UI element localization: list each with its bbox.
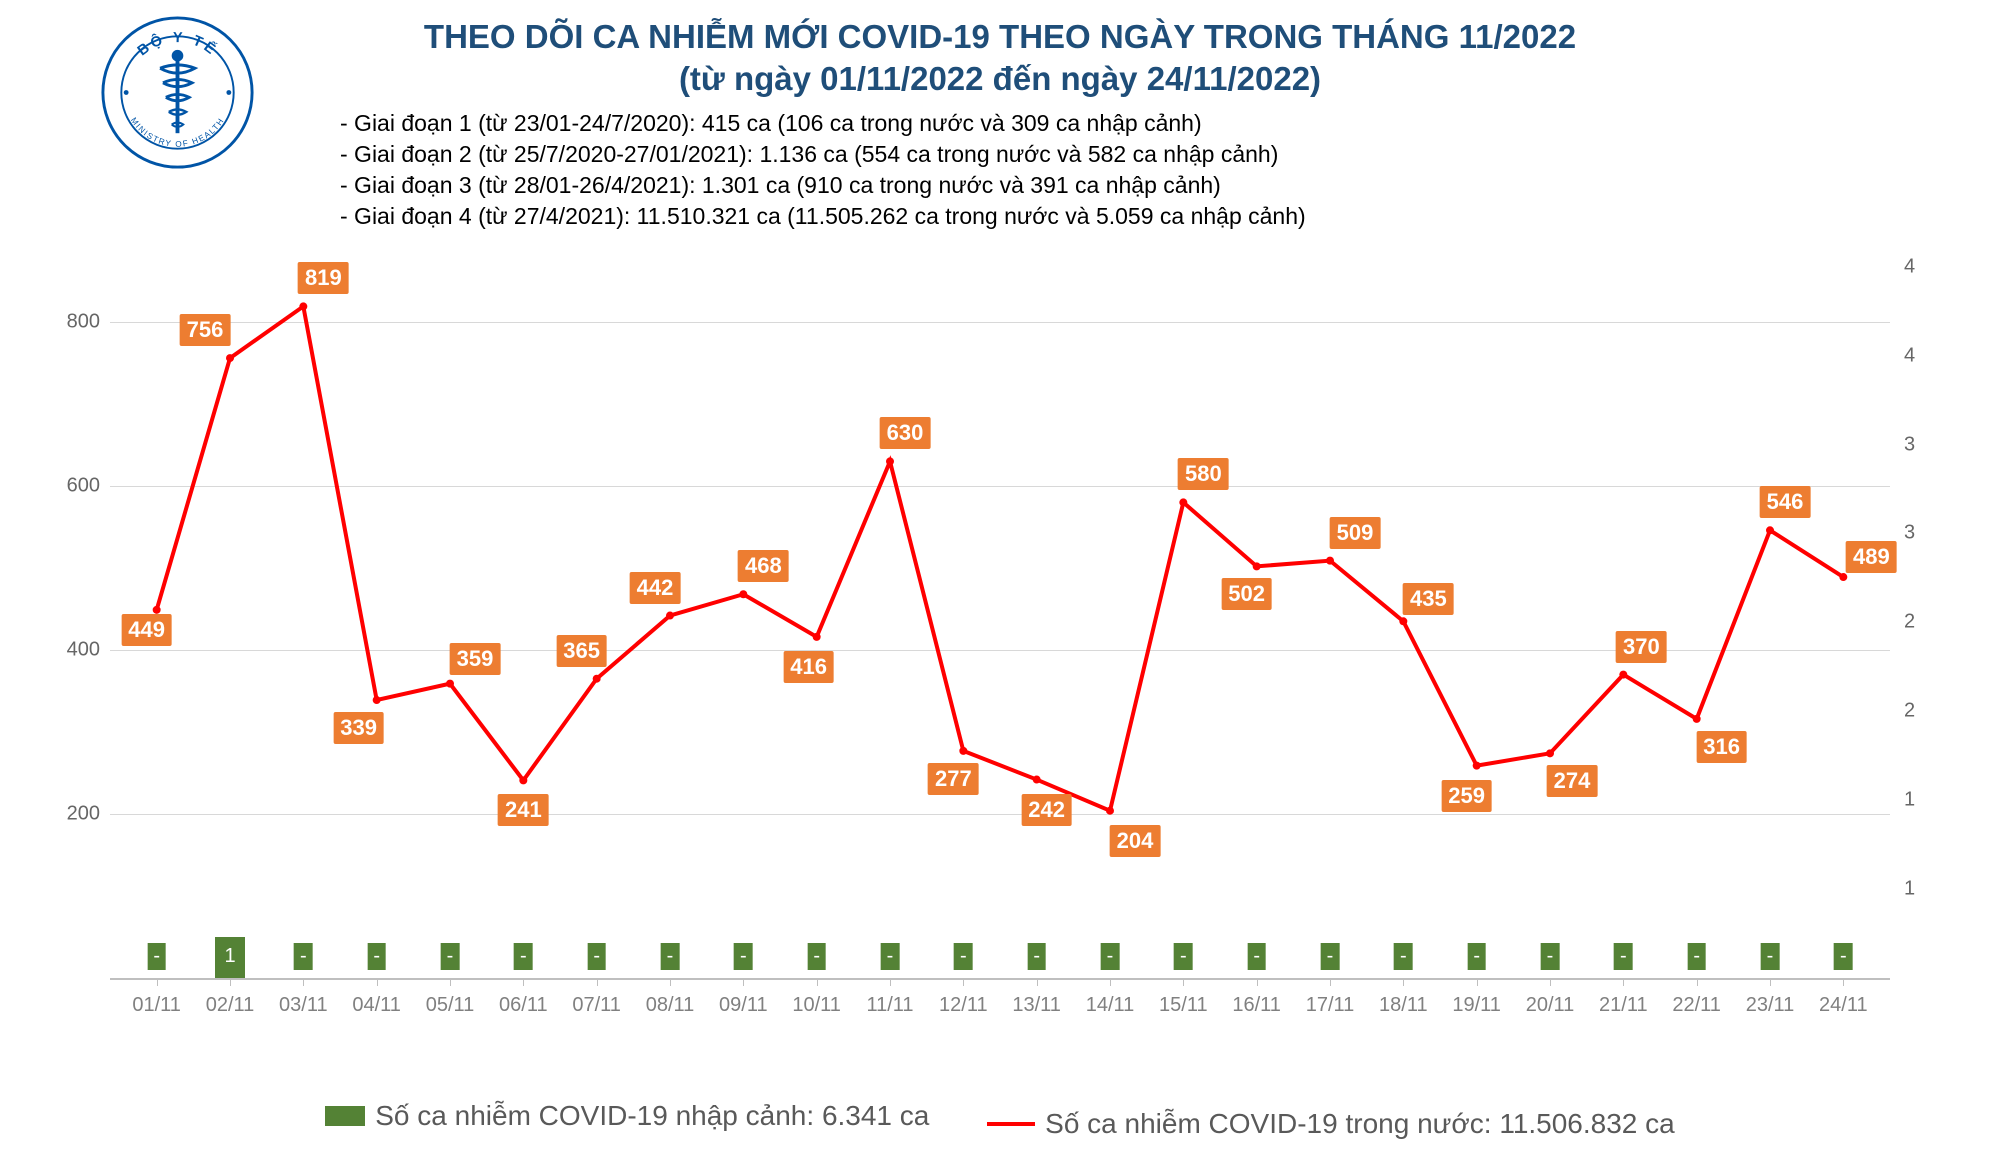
- line-value-label: 489: [1846, 541, 1897, 573]
- plot-area: 2004006008001122334401/1102/1103/1104/11…: [110, 240, 1890, 1032]
- line-value-label: 359: [450, 643, 501, 675]
- y-tick-right: 4: [1904, 255, 1915, 278]
- line-marker: [1473, 762, 1481, 770]
- y-tick-right: 2: [1904, 611, 1915, 634]
- line-marker: [1033, 776, 1041, 784]
- line-value-label: 509: [1330, 517, 1381, 549]
- line-marker: [959, 747, 967, 755]
- line-marker: [373, 696, 381, 704]
- legend-bar-label: Số ca nhiễm COVID-19 nhập cảnh: 6.341 ca: [375, 1100, 929, 1132]
- y-tick-left: 200: [30, 803, 100, 826]
- y-tick-left: 600: [30, 475, 100, 498]
- line-marker: [593, 675, 601, 683]
- line-marker: [519, 776, 527, 784]
- y-tick-right: 2: [1904, 700, 1915, 723]
- y-tick-right: 4: [1904, 344, 1915, 367]
- y-tick-right: 3: [1904, 433, 1915, 456]
- line-path: [157, 306, 1844, 810]
- line-marker: [666, 612, 674, 620]
- legend: Số ca nhiễm COVID-19 nhập cảnh: 6.341 ca…: [0, 1100, 2000, 1140]
- title-line1: THEO DÕI CA NHIỄM MỚI COVID-19 THEO NGÀY…: [0, 18, 2000, 56]
- line-value-label: 242: [1021, 794, 1072, 826]
- line-value-label: 449: [121, 614, 172, 646]
- y-tick-left: 800: [30, 311, 100, 334]
- line-value-label: 580: [1178, 458, 1229, 490]
- line-value-label: 435: [1403, 583, 1454, 615]
- line-value-label: 442: [630, 572, 681, 604]
- line-value-label: 259: [1441, 780, 1492, 812]
- line-marker: [1546, 749, 1554, 757]
- chart-container: BỘ Y TẾ MINISTRY OF HEALTH THEO DÕI CA N…: [0, 0, 2000, 1152]
- subtitle-line: - Giai đoạn 2 (từ 25/7/2020-27/01/2021):…: [340, 139, 1940, 170]
- line-marker: [1179, 498, 1187, 506]
- line-marker: [1619, 671, 1627, 679]
- line-value-label: 370: [1616, 631, 1667, 663]
- legend-swatch-bar: [325, 1106, 365, 1126]
- line-marker: [446, 680, 454, 688]
- line-marker: [813, 633, 821, 641]
- line-marker: [1106, 807, 1114, 815]
- y-tick-right: 1: [1904, 878, 1915, 901]
- title-line2: (từ ngày 01/11/2022 đến ngày 24/11/2022): [0, 60, 2000, 98]
- line-value-label: 416: [783, 651, 834, 683]
- subtitle-line: - Giai đoạn 3 (từ 28/01-26/4/2021): 1.30…: [340, 170, 1940, 201]
- y-tick-right: 3: [1904, 522, 1915, 545]
- line-value-label: 241: [498, 794, 549, 826]
- line-marker: [886, 457, 894, 465]
- line-marker: [1253, 562, 1261, 570]
- line-marker: [1766, 526, 1774, 534]
- line-marker: [739, 590, 747, 598]
- line-marker: [226, 354, 234, 362]
- line-value-label: 756: [180, 314, 231, 346]
- legend-item-line: Số ca nhiễm COVID-19 trong nước: 11.506.…: [987, 1108, 1675, 1140]
- line-value-label: 630: [880, 417, 931, 449]
- line-marker: [1326, 557, 1334, 565]
- legend-line-label: Số ca nhiễm COVID-19 trong nước: 11.506.…: [1045, 1108, 1675, 1140]
- line-marker: [299, 302, 307, 310]
- line-value-label: 316: [1696, 731, 1747, 763]
- line-marker: [1839, 573, 1847, 581]
- subtitle-line: - Giai đoạn 4 (từ 27/4/2021): 11.510.321…: [340, 201, 1940, 232]
- line-value-label: 274: [1547, 765, 1598, 797]
- subtitle-line: - Giai đoạn 1 (từ 23/01-24/7/2020): 415 …: [340, 108, 1940, 139]
- line-marker: [1399, 617, 1407, 625]
- line-marker: [1693, 715, 1701, 723]
- line-value-label: 339: [333, 712, 384, 744]
- line-marker: [153, 606, 161, 614]
- y-tick-right: 1: [1904, 789, 1915, 812]
- line-value-label: 546: [1760, 486, 1811, 518]
- line-value-label: 277: [928, 763, 979, 795]
- y-tick-left: 400: [30, 639, 100, 662]
- line-value-label: 365: [556, 635, 607, 667]
- line-value-label: 468: [738, 550, 789, 582]
- chart-title: THEO DÕI CA NHIỄM MỚI COVID-19 THEO NGÀY…: [0, 18, 2000, 98]
- legend-item-bar: Số ca nhiễm COVID-19 nhập cảnh: 6.341 ca: [325, 1100, 929, 1132]
- line-value-label: 819: [298, 262, 349, 294]
- line-value-label: 204: [1110, 825, 1161, 857]
- subtitle-block: - Giai đoạn 1 (từ 23/01-24/7/2020): 415 …: [340, 108, 1940, 232]
- line-value-label: 502: [1221, 578, 1272, 610]
- legend-swatch-line: [987, 1122, 1035, 1126]
